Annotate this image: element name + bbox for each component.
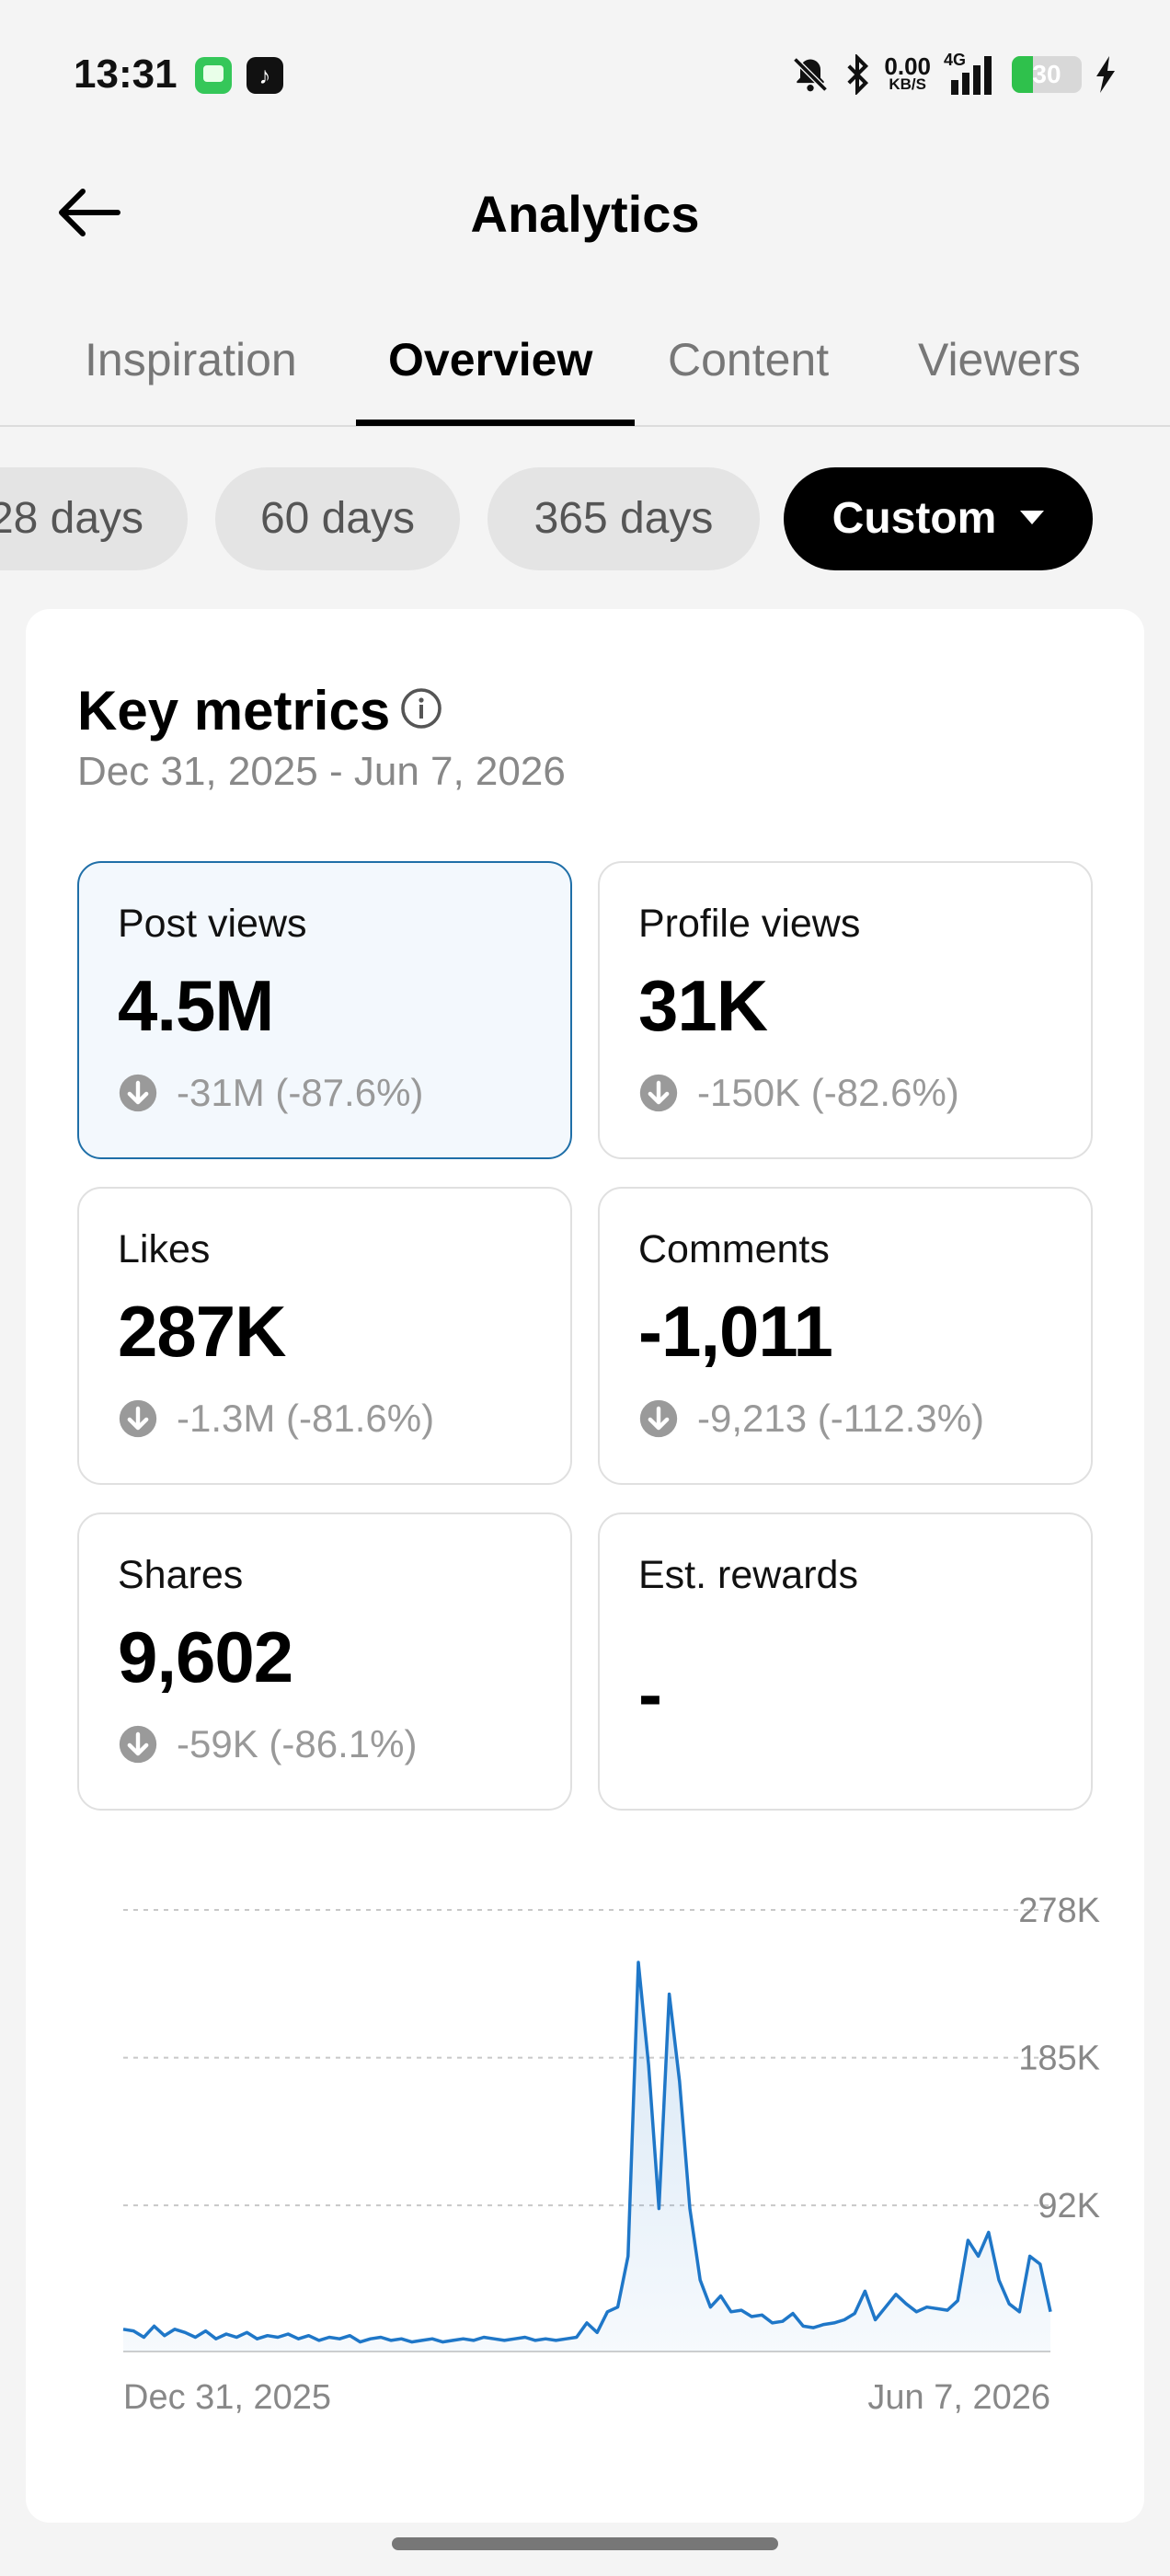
status-indicators: 0.00 KB/S 4G 30 bbox=[790, 51, 1117, 98]
bluetooth-icon bbox=[847, 54, 869, 95]
metric-est-rewards[interactable]: Est. rewards - bbox=[598, 1512, 1093, 1811]
metric-post-views[interactable]: Post views 4.5M -31M (-87.6%) bbox=[77, 861, 572, 1159]
metric-label: Comments bbox=[638, 1227, 830, 1271]
back-arrow-icon[interactable] bbox=[53, 180, 127, 245]
y-tick-label: 185K bbox=[1018, 2040, 1100, 2078]
tiktok-app-icon: ♪ bbox=[247, 57, 283, 94]
tab-content[interactable]: Content bbox=[668, 334, 830, 385]
metric-value: 9,602 bbox=[118, 1616, 293, 1697]
metric-label: Shares bbox=[118, 1553, 244, 1597]
charging-icon bbox=[1096, 56, 1115, 93]
page-title: Analytics bbox=[470, 185, 700, 243]
metric-label: Profile views bbox=[638, 902, 861, 946]
metric-change-text: -150K (-82.6%) bbox=[697, 1071, 959, 1114]
battery-fill bbox=[1012, 56, 1033, 93]
metric-value: 31K bbox=[638, 965, 768, 1046]
metric-change-text: -1.3M (-81.6%) bbox=[177, 1397, 435, 1440]
home-indicator[interactable] bbox=[392, 2537, 778, 2550]
x-tick-label: Jun 7, 2026 bbox=[867, 2378, 1050, 2417]
metric-profile-views[interactable]: Profile views 31K -150K (-82.6%) bbox=[598, 861, 1093, 1159]
metric-comments[interactable]: Comments -1,011 -9,213 (-112.3%) bbox=[598, 1187, 1093, 1485]
key-metrics-card: Key metrics Dec 31, 2025 - Jun 7, 2026 P… bbox=[26, 609, 1144, 2523]
arrow-down-circle-icon bbox=[119, 1074, 157, 1112]
tab-bar: Inspiration Overview Content Viewers bbox=[0, 324, 1170, 427]
key-metrics-title: Key metrics bbox=[77, 680, 391, 742]
arrow-down-circle-icon bbox=[119, 1725, 157, 1764]
metric-likes[interactable]: Likes 287K -1.3M (-81.6%) bbox=[77, 1187, 572, 1485]
metric-change: -59K (-86.1%) bbox=[118, 1722, 417, 1766]
metric-label: Post views bbox=[118, 902, 307, 946]
metric-value: 287K bbox=[118, 1291, 286, 1372]
metric-value: -1,011 bbox=[638, 1291, 833, 1372]
key-metrics-date-range: Dec 31, 2025 - Jun 7, 2026 bbox=[77, 749, 566, 794]
range-chip-custom[interactable]: Custom bbox=[784, 467, 1093, 570]
date-range-chips: 28 days 60 days 365 days Custom bbox=[0, 467, 1170, 570]
metric-change: -1.3M (-81.6%) bbox=[118, 1397, 434, 1441]
metric-change: -31M (-87.6%) bbox=[118, 1071, 423, 1115]
network-type: 4G bbox=[944, 51, 967, 69]
post-views-chart: 278K 185K 92K Dec 31, 2025 Jun 7, 2026 bbox=[77, 1855, 1117, 2444]
arrow-down-circle-icon bbox=[639, 1074, 678, 1112]
tab-active-indicator bbox=[356, 420, 635, 426]
tab-overview[interactable]: Overview bbox=[388, 334, 593, 385]
x-tick-label: Dec 31, 2025 bbox=[123, 2378, 331, 2417]
post-views-chart-svg: 278K 185K 92K Dec 31, 2025 Jun 7, 2026 bbox=[122, 1892, 1100, 2417]
range-chip-28-days-label: 28 days bbox=[0, 494, 144, 543]
caret-down-icon bbox=[1020, 510, 1045, 524]
metric-label: Est. rewards bbox=[638, 1553, 858, 1597]
range-chip-365-days[interactable]: 365 days bbox=[488, 467, 760, 570]
arrow-down-circle-icon bbox=[639, 1399, 678, 1438]
metric-value: - bbox=[638, 1653, 662, 1734]
network-speed-value: 0.00 bbox=[884, 52, 931, 80]
y-tick-label: 92K bbox=[1038, 2187, 1100, 2225]
status-bar: 13:31 ♪ 0.00 KB/S 4G 30 bbox=[0, 0, 1170, 147]
range-chip-60-days[interactable]: 60 days bbox=[215, 467, 460, 570]
network-speed: 0.00 KB/S bbox=[884, 54, 931, 93]
signal-strength: 4G bbox=[944, 51, 999, 95]
messages-app-icon bbox=[195, 57, 232, 94]
metric-change-text: -9,213 (-112.3%) bbox=[697, 1397, 985, 1440]
arrow-down-circle-icon bbox=[119, 1399, 157, 1438]
metric-label: Likes bbox=[118, 1227, 211, 1271]
range-chip-28-days[interactable]: 28 days bbox=[0, 467, 188, 570]
range-chip-custom-label: Custom bbox=[832, 494, 997, 543]
network-speed-unit: KB/S bbox=[889, 75, 926, 93]
tab-viewers[interactable]: Viewers bbox=[918, 334, 1081, 385]
range-chip-60-days-label: 60 days bbox=[259, 494, 416, 543]
metric-change: -150K (-82.6%) bbox=[638, 1071, 959, 1115]
metric-change: -9,213 (-112.3%) bbox=[638, 1397, 984, 1441]
metric-shares[interactable]: Shares 9,602 -59K (-86.1%) bbox=[77, 1512, 572, 1811]
metric-change-text: -59K (-86.1%) bbox=[177, 1722, 418, 1765]
mute-bell-icon bbox=[793, 57, 829, 92]
range-chip-365-days-label: 365 days bbox=[533, 494, 714, 543]
info-icon[interactable] bbox=[399, 686, 443, 730]
metric-change-text: -31M (-87.6%) bbox=[177, 1071, 424, 1114]
chart-series-line bbox=[122, 1961, 1052, 2344]
tab-inspiration[interactable]: Inspiration bbox=[85, 334, 297, 385]
y-tick-label: 278K bbox=[1018, 1892, 1100, 1930]
chart-area-fill bbox=[123, 1962, 1050, 2352]
battery-indicator: 30 bbox=[1012, 56, 1082, 93]
status-time: 13:31 bbox=[74, 52, 178, 97]
metric-value: 4.5M bbox=[118, 965, 274, 1046]
signal-icon bbox=[951, 56, 992, 95]
battery-level: 30 bbox=[1032, 60, 1061, 88]
